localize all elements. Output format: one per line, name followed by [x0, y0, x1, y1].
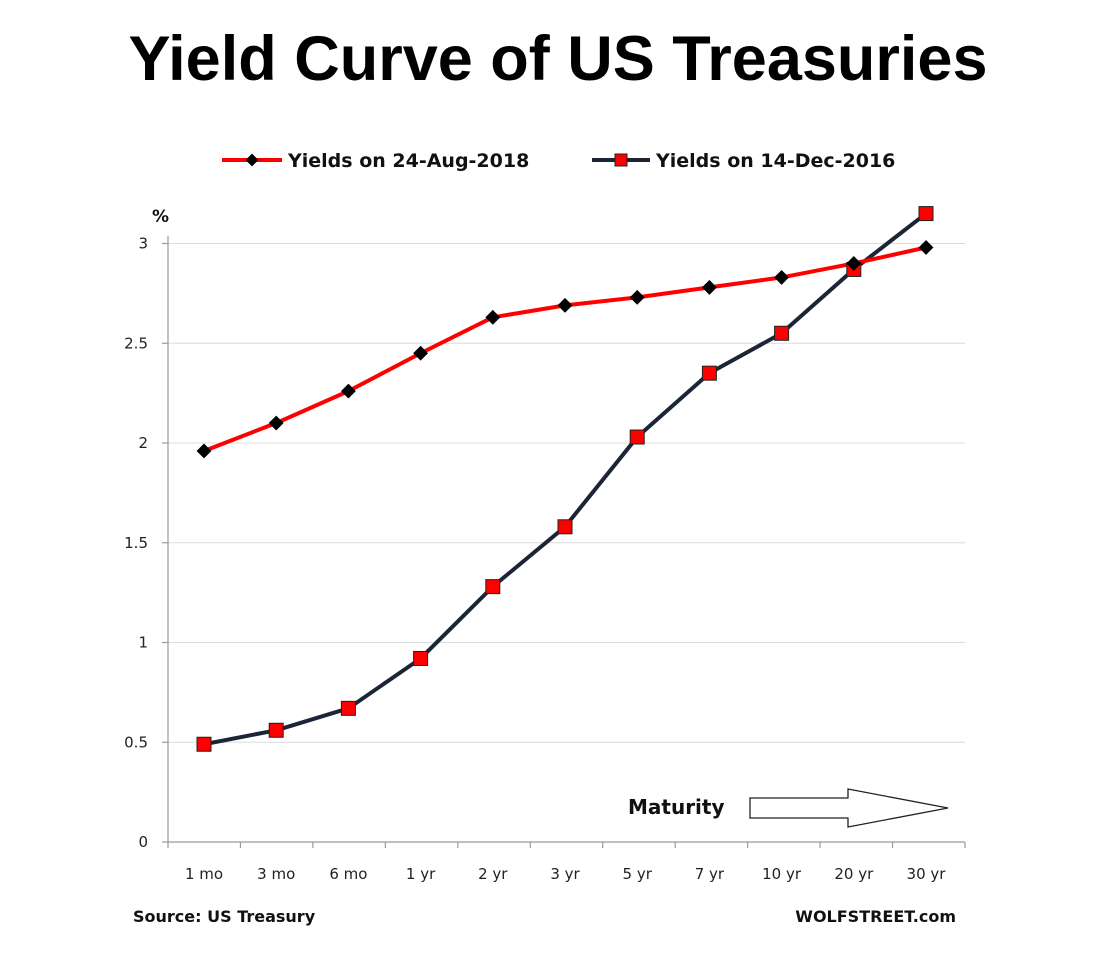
- y-tick-labels: 0 0.5 1 1.5 2 2.5 3: [124, 235, 168, 851]
- x-tick-label: 10 yr: [762, 865, 802, 883]
- data-point-marker: [196, 443, 212, 459]
- x-tick-label: 5 yr: [623, 865, 653, 883]
- x-tick-label: 7 yr: [695, 865, 725, 883]
- chart-title: Yield Curve of US Treasuries: [128, 24, 988, 94]
- legend: Yields on 24-Aug-2018 Yields on 14-Dec-20…: [222, 150, 895, 172]
- maturity-arrow-icon: [749, 788, 949, 828]
- y-tick-label: 1.5: [124, 534, 148, 552]
- data-point-marker: [918, 240, 934, 255]
- x-tick-label: 2 yr: [478, 865, 508, 883]
- y-axis-unit-label: %: [152, 207, 169, 227]
- data-point-marker: [918, 206, 934, 222]
- series-line: [203, 245, 927, 453]
- source-label: Source: US Treasury: [133, 907, 316, 926]
- data-point-marker: [614, 153, 628, 167]
- data-point-marker: [846, 256, 862, 271]
- data-point-marker: [268, 722, 284, 738]
- data-point-marker: [340, 700, 356, 716]
- brand-label: WOLFSTREET.com: [795, 907, 956, 926]
- y-tick-label: 1: [138, 634, 148, 652]
- y-tick-label: 0: [138, 833, 148, 851]
- legend-label: Yields on 24-Aug-2018: [287, 150, 529, 172]
- x-tick-label: 20 yr: [834, 865, 874, 883]
- x-tick-label: 6 mo: [329, 865, 367, 883]
- x-tick-label: 3 yr: [550, 865, 580, 883]
- data-point-marker: [774, 325, 790, 341]
- data-point-marker: [485, 309, 501, 325]
- x-tick-label: 3 mo: [257, 865, 295, 883]
- data-point-marker: [196, 736, 212, 752]
- y-tick-label: 2.5: [124, 334, 148, 352]
- series-line: [203, 211, 928, 747]
- data-point-marker: [629, 429, 645, 445]
- x-tick-label: 30 yr: [907, 865, 947, 883]
- series-lines: [196, 206, 934, 752]
- data-point-marker: [629, 289, 645, 305]
- x-tick-labels: 1 mo 3 mo 6 mo 1 yr 2 yr 3 yr 5 yr 7 yr 10 yr 20 …: [167, 842, 966, 883]
- data-point-marker: [557, 297, 573, 313]
- data-point-marker: [268, 415, 284, 431]
- x-tick-label: 1 yr: [406, 865, 436, 883]
- maturity-annotation: Maturity: [628, 788, 949, 828]
- y-tick-label: 0.5: [124, 733, 148, 751]
- data-point-marker: [774, 269, 790, 285]
- legend-label: Yields on 14-Dec-2016: [655, 150, 895, 172]
- gridlines: [168, 243, 965, 743]
- data-point-marker: [413, 345, 429, 361]
- x-tick-label: 1 mo: [185, 865, 223, 883]
- data-point-marker: [245, 153, 259, 167]
- y-tick-label: 3: [138, 235, 148, 253]
- data-point-marker: [485, 579, 501, 595]
- y-tick-label: 2: [138, 434, 148, 452]
- data-point-marker: [557, 519, 573, 535]
- data-point-marker: [340, 383, 356, 399]
- maturity-label: Maturity: [628, 795, 725, 819]
- data-point-marker: [413, 650, 429, 666]
- data-point-marker: [701, 279, 717, 295]
- data-point-marker: [701, 365, 717, 381]
- axes: [167, 236, 965, 843]
